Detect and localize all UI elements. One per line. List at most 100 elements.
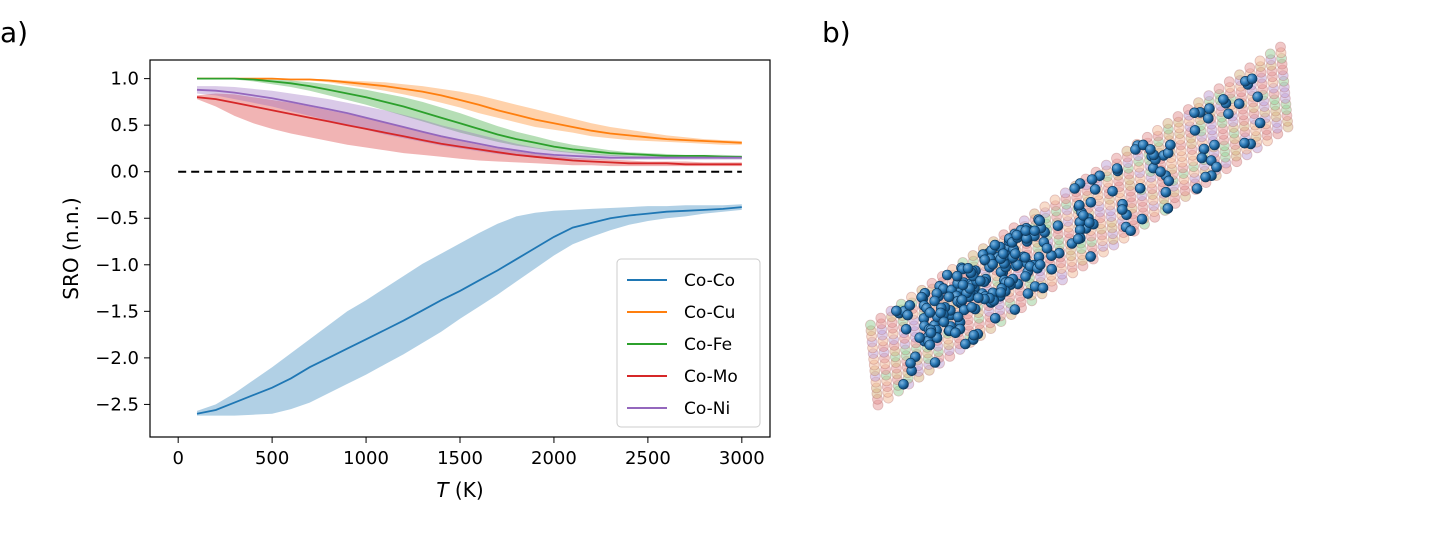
co-atom (1041, 243, 1053, 254)
co-atom (1189, 125, 1201, 136)
co-atom (1012, 259, 1024, 271)
co-atom (1198, 143, 1210, 155)
co-atom (1029, 225, 1040, 237)
co-atom (1125, 225, 1136, 236)
line-co-mo (196, 96, 742, 166)
x-tick-label: 2500 (625, 448, 671, 469)
y-tick-label: 1.0 (110, 69, 139, 90)
co-atom (1191, 183, 1203, 194)
legend-label-co-co: Co-Co (684, 271, 735, 291)
y-axis: 1.0 0.5 0.0 −0.5 −1.0 −1.5 −2.0 −2.5 (95, 69, 150, 415)
y-tick-label: −2.5 (95, 394, 139, 415)
co-atom (1209, 139, 1220, 151)
co-atom (956, 294, 968, 306)
co-atom (1037, 282, 1049, 294)
co-atom (1003, 276, 1015, 288)
legend-box (616, 258, 761, 428)
co-atom (1020, 225, 1032, 236)
legend-label-co-fe: Co-Fe (684, 335, 732, 355)
co-atom (1074, 200, 1085, 211)
lattice-atom (1244, 62, 1256, 74)
lattice-atom (1162, 118, 1174, 129)
co-atom (924, 307, 936, 318)
co-atom (1034, 259, 1046, 271)
co-atom (1034, 215, 1045, 227)
co-atom (1089, 184, 1101, 195)
co-atom (1022, 288, 1034, 299)
co-atom (1085, 251, 1096, 262)
co-atom (1086, 174, 1098, 185)
x-tick-label: 0 (172, 448, 183, 469)
co-atom (1117, 204, 1128, 215)
y-tick-label: −1.0 (95, 255, 139, 276)
co-atom (1019, 252, 1031, 263)
lattice-atom (1121, 145, 1133, 157)
panel-label-a: a) (0, 16, 29, 49)
line-co-ni (196, 88, 742, 159)
co-atom (987, 258, 999, 270)
co-atom (929, 357, 941, 368)
co-atom (924, 339, 936, 351)
y-tick-label: −1.5 (95, 301, 139, 322)
co-atom (1069, 183, 1080, 194)
co-atom (1020, 271, 1031, 282)
co-atom (943, 291, 955, 303)
x-axis-title: T (K) (436, 478, 483, 502)
co-atom (1072, 233, 1084, 245)
co-atom (951, 270, 963, 282)
band-co-fe (197, 78, 742, 159)
co-atom (898, 378, 909, 390)
co-atom (929, 295, 941, 307)
co-atom (1130, 144, 1141, 155)
co-atom (966, 301, 978, 313)
co-atom (902, 309, 914, 321)
lattice-atom (1100, 159, 1112, 171)
lattice-atom (1264, 48, 1276, 60)
legend-label-co-ni: Co-Ni (684, 399, 730, 419)
co-atom (1239, 137, 1250, 149)
co-atom (1200, 171, 1211, 183)
uncertainty-bands (197, 78, 742, 416)
co-atom (1011, 229, 1023, 241)
lattice-atom (1213, 83, 1225, 95)
co-atom (1252, 91, 1263, 103)
co-atom (989, 239, 1001, 251)
co-atom (1254, 117, 1266, 129)
x-tick-label: 3000 (719, 448, 765, 469)
panel-label-b: b) (822, 16, 851, 49)
co-atom (1233, 98, 1245, 110)
lattice-atom (1111, 152, 1122, 164)
co-atom (1078, 210, 1089, 221)
lattice-atom (865, 319, 876, 331)
y-tick-label: −2.0 (95, 348, 139, 369)
line-co-co (196, 206, 742, 415)
co-atom (1246, 73, 1258, 85)
co-atom (1107, 186, 1118, 197)
y-tick-label: −0.5 (95, 208, 139, 229)
lattice-atom (967, 250, 979, 261)
lattice-atom (1172, 111, 1184, 122)
lattice-atom (1152, 124, 1163, 136)
legend-label-co-mo: Co-Mo (684, 367, 738, 387)
co-atom (1160, 186, 1172, 198)
co-atom (1136, 213, 1148, 225)
co-atom (1165, 139, 1176, 151)
co-atom (1163, 175, 1175, 187)
x-axis: 0 500 1000 1500 2000 2500 3000 (172, 437, 765, 469)
legend: Co-Co Co-Cu Co-Fe Co-Mo Co-Ni (616, 258, 761, 428)
lattice-atom (1193, 97, 1204, 108)
co-atom (960, 338, 971, 350)
co-atom (904, 300, 916, 311)
co-atom (973, 292, 984, 304)
co-atom (1052, 220, 1064, 231)
co-atom (950, 327, 961, 339)
band-co-co (197, 204, 742, 416)
co-atom (952, 311, 964, 323)
lattice-atom (875, 312, 887, 324)
co-atom (1009, 248, 1021, 259)
line-co-cu (197, 77, 742, 144)
co-atom (914, 332, 926, 344)
co-atom (1155, 166, 1166, 177)
co-atom-cluster (891, 73, 1266, 390)
lattice-atom (1049, 194, 1061, 206)
